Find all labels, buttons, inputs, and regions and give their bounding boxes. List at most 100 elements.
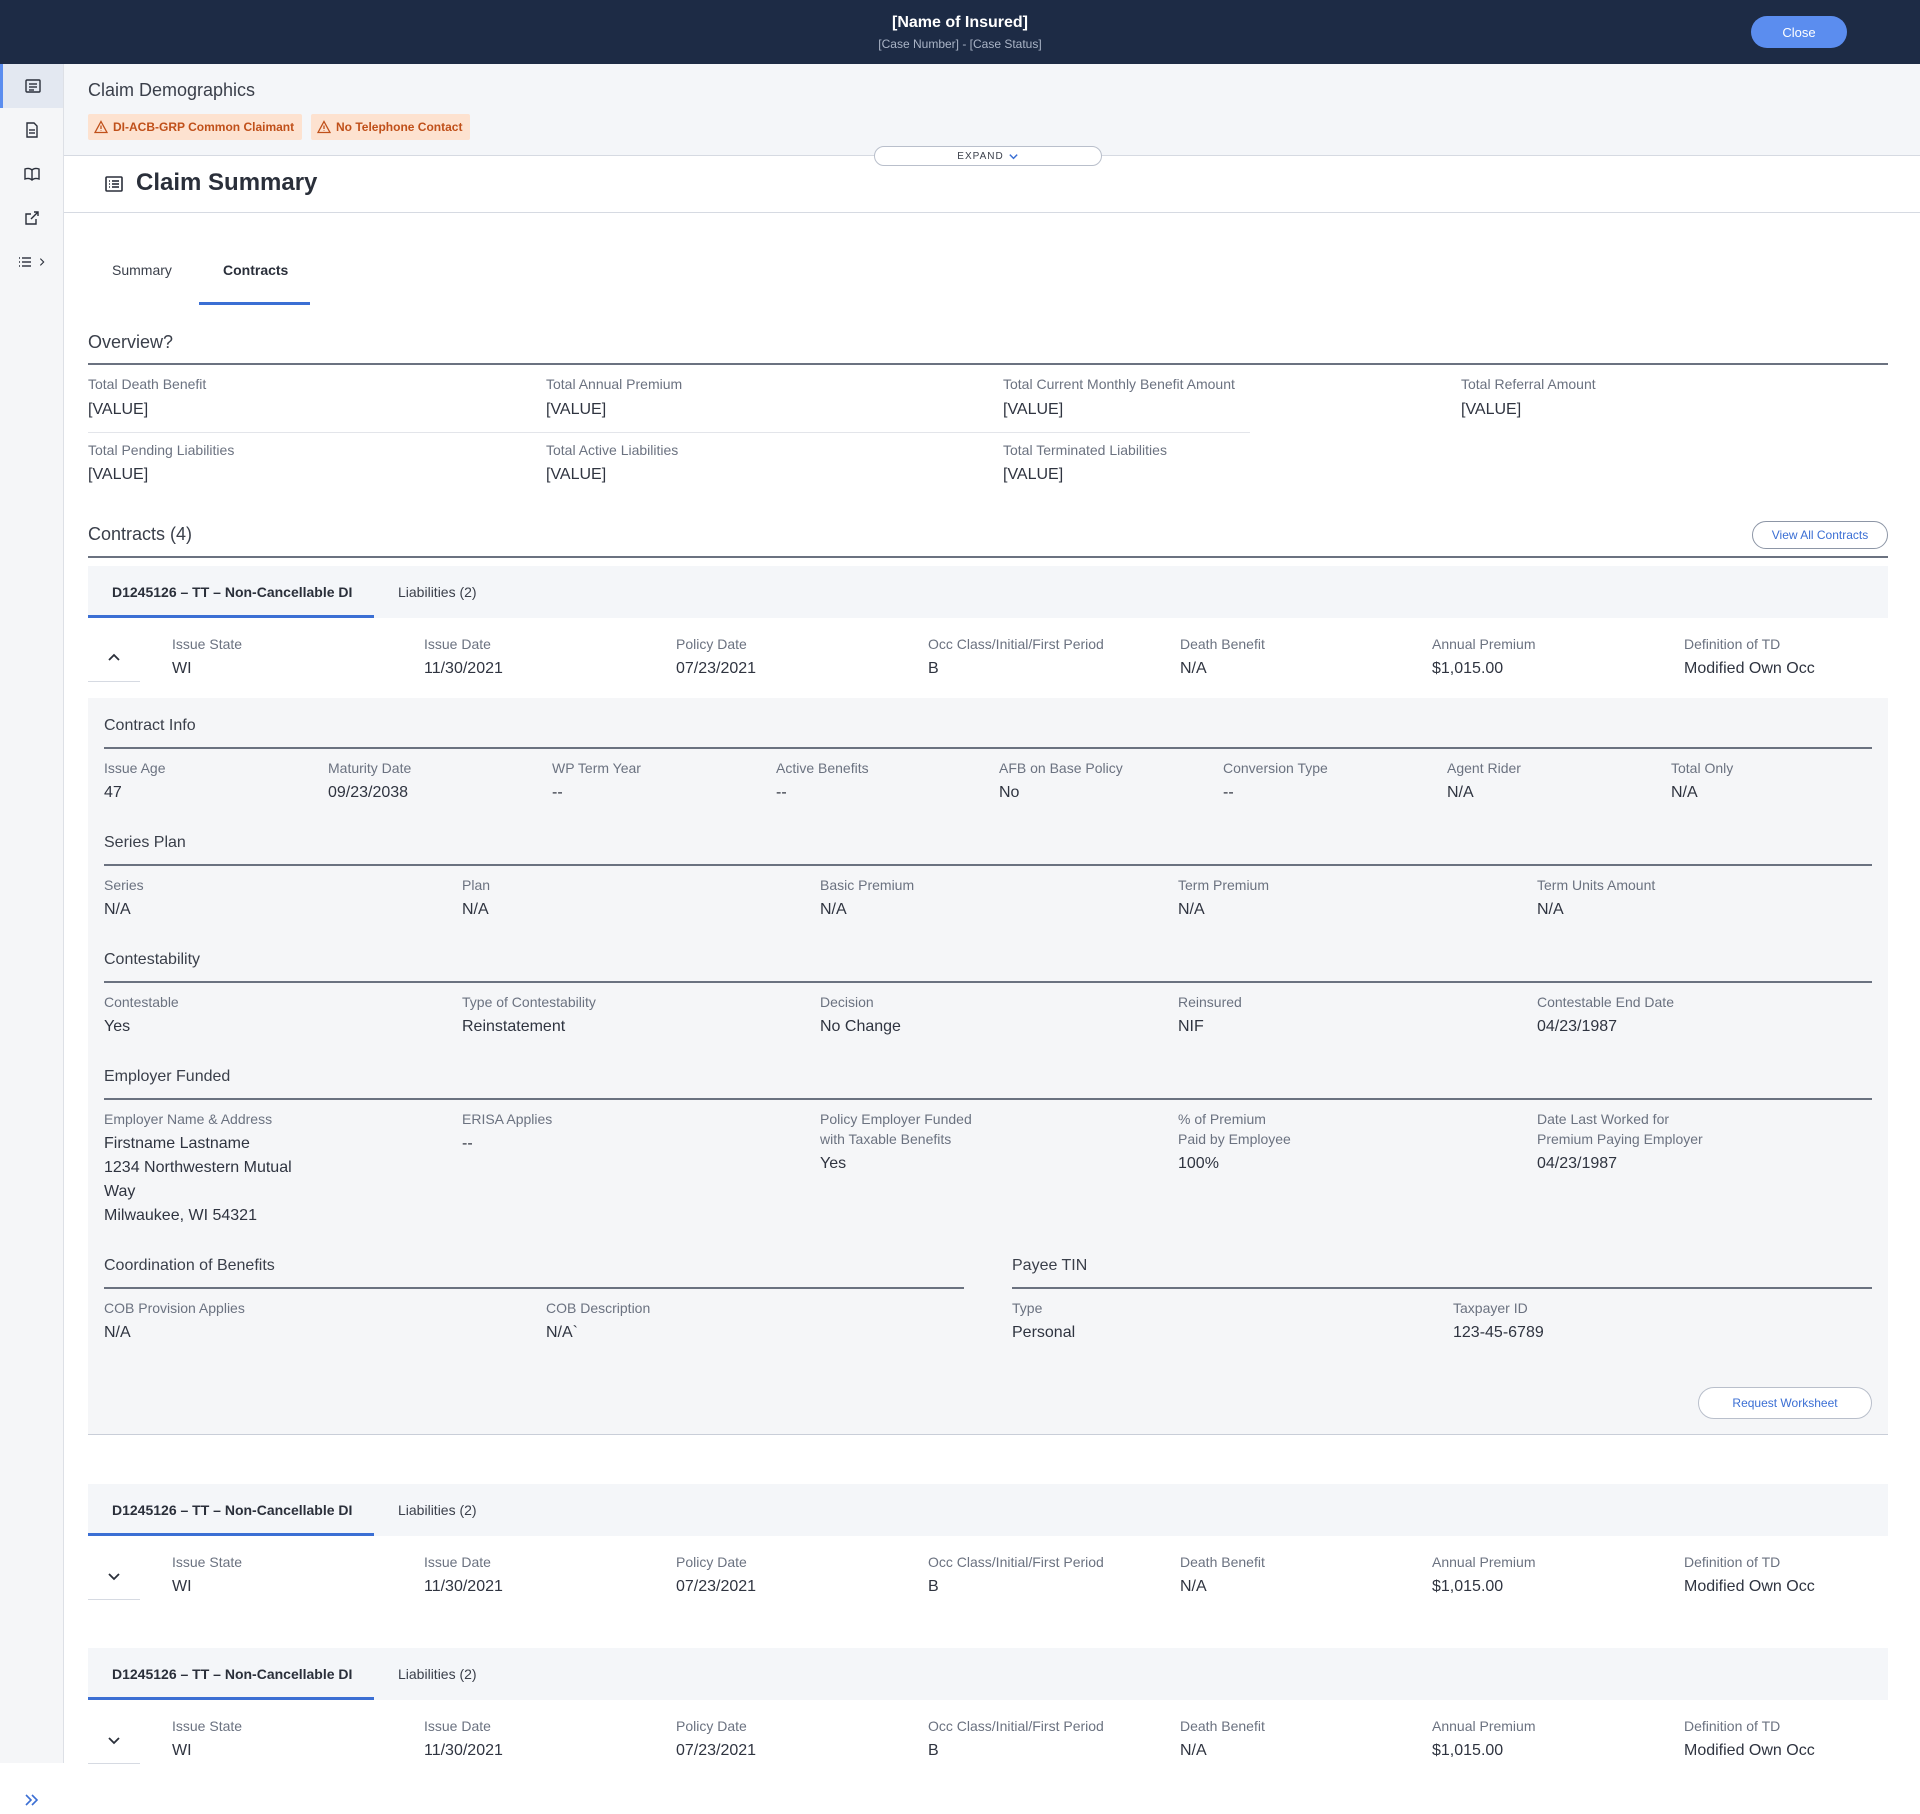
overview-divider xyxy=(88,363,1888,365)
case-info: [Case Number] - [Case Status] xyxy=(878,37,1042,51)
contract-detail-panel xyxy=(88,698,1888,1435)
expand-contract-button[interactable] xyxy=(88,1716,140,1764)
expand-label: EXPAND xyxy=(957,150,1004,162)
detail-value: 123-45-6789 xyxy=(1453,1324,1544,1341)
request-worksheet-button[interactable]: Request Worksheet xyxy=(1698,1387,1872,1419)
contestability-divider xyxy=(104,981,1872,983)
detail-label: Term Units Amount xyxy=(1537,877,1656,893)
tab-liabilities[interactable]: Liabilities (2) xyxy=(398,1666,477,1682)
overview-value: [VALUE] xyxy=(1003,466,1064,483)
detail-label: Taxpayer ID xyxy=(1453,1300,1528,1316)
expand-sidebar-button[interactable] xyxy=(16,1786,48,1814)
detail-label: Type xyxy=(1012,1300,1043,1316)
double-chevron-right-icon xyxy=(25,1794,39,1806)
contestability-title: Contestability xyxy=(104,951,201,968)
detail-label: Plan xyxy=(462,877,491,893)
contract-field-label: Death Benefit xyxy=(1180,1718,1265,1734)
detail-label: Series xyxy=(104,877,144,893)
overview-label: Total Current Monthly Benefit Amount xyxy=(1003,376,1235,392)
sidebar-item-summary[interactable] xyxy=(0,64,63,108)
detail-value: -- xyxy=(1223,784,1234,801)
tab-summary[interactable]: Summary xyxy=(112,262,172,278)
menu-list-icon xyxy=(18,257,31,267)
overview-value: [VALUE] xyxy=(1461,401,1522,418)
collapse-contract-button[interactable] xyxy=(88,634,140,682)
detail-label: % of Premium xyxy=(1178,1111,1266,1127)
tab-contract[interactable]: D1245126 – TT – Non-Cancellable DI xyxy=(112,584,353,600)
contract-field-label: Issue Date xyxy=(424,1718,491,1734)
detail-label: Contestable End Date xyxy=(1537,994,1674,1010)
contract-field-value: Modified Own Occ xyxy=(1684,660,1815,677)
detail-label: Issue Age xyxy=(104,760,166,776)
chevron-right-icon xyxy=(39,258,44,266)
overview-label: Total Death Benefit xyxy=(88,376,207,392)
expand-contract-button[interactable] xyxy=(88,1552,140,1600)
overview-value: [VALUE] xyxy=(546,466,607,483)
sidebar-item-book[interactable] xyxy=(0,152,63,196)
detail-value: No xyxy=(999,784,1020,801)
sidebar-item-external[interactable] xyxy=(0,196,63,240)
overview-value: [VALUE] xyxy=(546,401,607,418)
detail-label: Maturity Date xyxy=(328,760,412,776)
detail-value: N/A` xyxy=(546,1324,578,1341)
overview-label: Total Pending Liabilities xyxy=(88,442,235,458)
sidebar-item-documents[interactable] xyxy=(0,108,63,152)
contract-field-value: 07/23/2021 xyxy=(676,1578,757,1595)
series-plan-title: Series Plan xyxy=(104,834,186,851)
detail-value: N/A xyxy=(1537,901,1564,918)
contract-field-value: 11/30/2021 xyxy=(424,660,503,677)
active-tab-indicator xyxy=(88,1533,374,1536)
detail-value: -- xyxy=(462,1135,473,1152)
detail-value: Yes xyxy=(104,1018,131,1035)
tab-liabilities[interactable]: Liabilities (2) xyxy=(398,584,477,600)
close-button[interactable]: Close xyxy=(1751,16,1847,48)
detail-value: Yes xyxy=(820,1155,847,1172)
overview-value: [VALUE] xyxy=(88,401,149,418)
contract-field-value: WI xyxy=(172,660,192,677)
detail-label: Policy Employer Funded xyxy=(820,1111,972,1127)
detail-value: Firstname Lastname xyxy=(104,1135,250,1152)
expand-button[interactable]: EXPAND xyxy=(874,146,1102,166)
detail-value: N/A xyxy=(104,1324,131,1341)
tab-contracts[interactable]: Contracts xyxy=(223,262,289,278)
contract-field-value: 11/30/2021 xyxy=(424,1578,503,1595)
detail-label: WP Term Year xyxy=(552,760,641,776)
tab-contract[interactable]: D1245126 – TT – Non-Cancellable DI xyxy=(112,1502,353,1518)
active-tab-indicator xyxy=(199,302,310,305)
chevron-down-icon xyxy=(1009,153,1018,159)
overview-value: [VALUE] xyxy=(1003,401,1064,418)
detail-label: Agent Rider xyxy=(1447,760,1521,776)
tab-contract[interactable]: D1245126 – TT – Non-Cancellable DI xyxy=(112,1666,353,1682)
detail-value: N/A xyxy=(820,901,847,918)
contract-tab-bar: D1245126 – TT – Non-Cancellable DI Liabi… xyxy=(88,1648,1888,1700)
external-link-icon xyxy=(24,211,39,225)
detail-label: Date Last Worked for xyxy=(1537,1111,1670,1127)
chevron-up-icon xyxy=(108,653,120,661)
contract-field-label: Issue Date xyxy=(424,636,491,652)
detail-label: Contestable xyxy=(104,994,179,1010)
contract-field-label: Policy Date xyxy=(676,1718,747,1734)
coordination-divider xyxy=(104,1287,964,1289)
detail-value: 04/23/1987 xyxy=(1537,1155,1618,1172)
contract-tab-bar: D1245126 – TT – Non-Cancellable DI Liabi… xyxy=(88,1484,1888,1536)
contract-field-value: 07/23/2021 xyxy=(676,660,757,677)
contract-field-value: N/A xyxy=(1180,1578,1207,1595)
detail-label: AFB on Base Policy xyxy=(999,760,1123,776)
contract-field-label: Death Benefit xyxy=(1180,1554,1265,1570)
detail-value: NIF xyxy=(1178,1018,1204,1035)
badge-common-claimant: DI-ACB-GRP Common Claimant xyxy=(88,114,303,140)
overview-title: Overview? xyxy=(88,332,174,352)
badge-label: DI-ACB-GRP Common Claimant xyxy=(113,120,295,134)
detail-value: Personal xyxy=(1012,1324,1076,1341)
contract-field-label: Issue Date xyxy=(424,1554,491,1570)
contract-field-value: Modified Own Occ xyxy=(1684,1578,1815,1595)
contract-field-value: $1,015.00 xyxy=(1432,1578,1504,1595)
detail-value: Milwaukee, WI 54321 xyxy=(104,1207,257,1224)
sidebar-item-menu[interactable] xyxy=(0,240,63,284)
tab-liabilities[interactable]: Liabilities (2) xyxy=(398,1502,477,1518)
contract-field-value: B xyxy=(928,1742,939,1759)
view-all-contracts-button[interactable]: View All Contracts xyxy=(1752,521,1888,549)
contract-field-label: Issue State xyxy=(172,636,243,652)
contract-field-label: Definition of TD xyxy=(1684,1554,1781,1570)
detail-label: Basic Premium xyxy=(820,877,915,893)
